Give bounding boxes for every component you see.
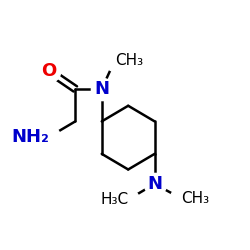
- Text: N: N: [94, 80, 109, 98]
- Text: H₃C: H₃C: [100, 192, 128, 207]
- Text: CH₃: CH₃: [181, 191, 209, 206]
- Text: O: O: [41, 62, 56, 80]
- Text: CH₃: CH₃: [115, 52, 143, 68]
- Text: NH₂: NH₂: [11, 128, 49, 146]
- Text: N: N: [147, 175, 162, 193]
